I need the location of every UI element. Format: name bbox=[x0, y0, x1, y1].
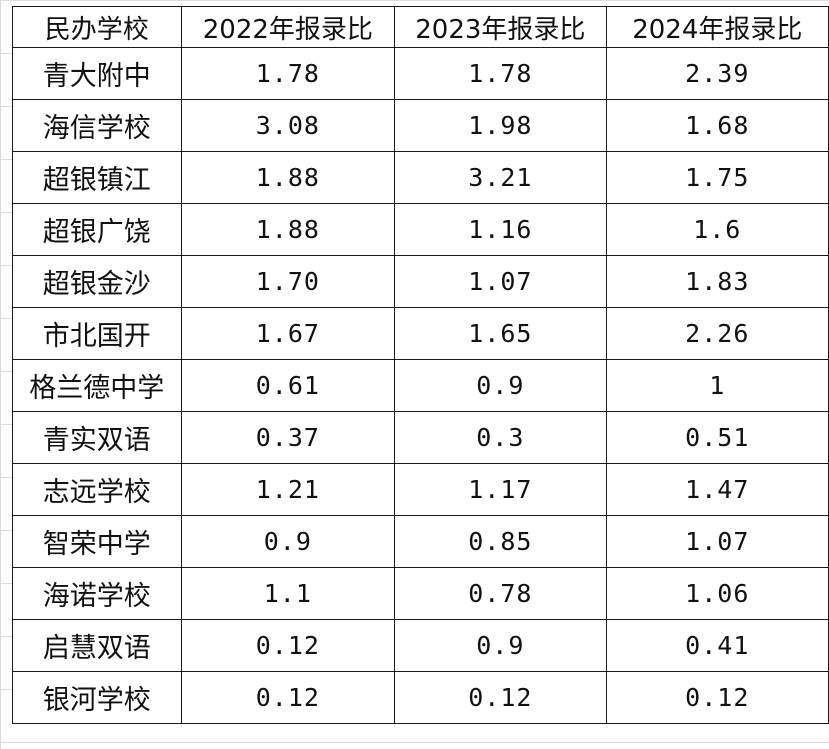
table-row: 超银金沙 1.70 1.07 1.83 bbox=[12, 255, 829, 308]
table-row: 海信学校 3.08 1.98 1.68 bbox=[12, 99, 829, 152]
admission-ratio-table: 民办学校 2022年报录比 2023年报录比 2024年报录比 青大附中 1.78… bbox=[12, 6, 829, 724]
header-row: 民办学校 2022年报录比 2023年报录比 2024年报录比 bbox=[12, 6, 829, 48]
ratio-2024-cell[interactable]: 1.68 bbox=[605, 99, 829, 152]
ratio-2022-cell[interactable]: 1.88 bbox=[180, 151, 396, 204]
table-row: 海诺学校 1.1 0.78 1.06 bbox=[12, 567, 829, 620]
table-header: 民办学校 2022年报录比 2023年报录比 2024年报录比 bbox=[12, 6, 829, 48]
ratio-2023-cell[interactable]: 1.17 bbox=[394, 463, 607, 516]
school-cell[interactable]: 银河学校 bbox=[12, 671, 182, 724]
ratio-2023-cell[interactable]: 0.3 bbox=[394, 411, 607, 464]
ratio-2024-cell[interactable]: 1.6 bbox=[605, 203, 829, 256]
ratio-2024-cell[interactable]: 0.41 bbox=[605, 619, 829, 672]
ratio-2024-cell[interactable]: 0.51 bbox=[605, 411, 829, 464]
table-body: 青大附中 1.78 1.78 2.39 海信学校 3.08 1.98 1.68 超银镇江 1.88… bbox=[12, 47, 829, 724]
school-cell[interactable]: 智荣中学 bbox=[12, 515, 182, 568]
ratio-2023-cell[interactable]: 1.07 bbox=[394, 255, 607, 308]
ratio-2024-cell[interactable]: 1.07 bbox=[605, 515, 829, 568]
ratio-2024-cell[interactable]: 1.75 bbox=[605, 151, 829, 204]
school-cell[interactable]: 启慧双语 bbox=[12, 619, 182, 672]
ratio-2024-cell[interactable]: 1 bbox=[605, 359, 829, 412]
ratio-2023-cell[interactable]: 1.65 bbox=[394, 307, 607, 360]
school-cell[interactable]: 超银镇江 bbox=[12, 151, 182, 204]
ratio-2022-cell[interactable]: 0.37 bbox=[180, 411, 396, 464]
table-row: 志远学校 1.21 1.17 1.47 bbox=[12, 463, 829, 516]
table-row: 超银广饶 1.88 1.16 1.6 bbox=[12, 203, 829, 256]
ratio-2023-cell[interactable]: 0.78 bbox=[394, 567, 607, 620]
school-cell[interactable]: 青实双语 bbox=[12, 411, 182, 464]
header-cell-2023[interactable]: 2023年报录比 bbox=[394, 6, 607, 48]
table-row: 格兰德中学 0.61 0.9 1 bbox=[12, 359, 829, 412]
table-row: 青实双语 0.37 0.3 0.51 bbox=[12, 411, 829, 464]
ratio-2023-cell[interactable]: 1.16 bbox=[394, 203, 607, 256]
table-row: 启慧双语 0.12 0.9 0.41 bbox=[12, 619, 829, 672]
ratio-2024-cell[interactable]: 1.06 bbox=[605, 567, 829, 620]
ratio-2023-cell[interactable]: 0.85 bbox=[394, 515, 607, 568]
ratio-2023-cell[interactable]: 0.9 bbox=[394, 619, 607, 672]
ratio-2022-cell[interactable]: 3.08 bbox=[180, 99, 396, 152]
school-cell[interactable]: 格兰德中学 bbox=[12, 359, 182, 412]
school-cell[interactable]: 超银广饶 bbox=[12, 203, 182, 256]
ratio-2024-cell[interactable]: 1.83 bbox=[605, 255, 829, 308]
header-cell-2022[interactable]: 2022年报录比 bbox=[180, 6, 396, 48]
table-row: 青大附中 1.78 1.78 2.39 bbox=[12, 47, 829, 100]
school-cell[interactable]: 海诺学校 bbox=[12, 567, 182, 620]
school-cell[interactable]: 青大附中 bbox=[12, 47, 182, 100]
header-cell-school[interactable]: 民办学校 bbox=[12, 6, 182, 48]
school-cell[interactable]: 志远学校 bbox=[12, 463, 182, 516]
school-cell[interactable]: 海信学校 bbox=[12, 99, 182, 152]
ratio-2023-cell[interactable]: 1.78 bbox=[394, 47, 607, 100]
ratio-2024-cell[interactable]: 2.39 bbox=[605, 47, 829, 100]
ratio-2022-cell[interactable]: 0.9 bbox=[180, 515, 396, 568]
ratio-2024-cell[interactable]: 1.47 bbox=[605, 463, 829, 516]
table-row: 市北国开 1.67 1.65 2.26 bbox=[12, 307, 829, 360]
table-row: 银河学校 0.12 0.12 0.12 bbox=[12, 671, 829, 724]
ratio-2022-cell[interactable]: 1.1 bbox=[180, 567, 396, 620]
ratio-2022-cell[interactable]: 1.70 bbox=[180, 255, 396, 308]
ratio-2023-cell[interactable]: 1.98 bbox=[394, 99, 607, 152]
ratio-2022-cell[interactable]: 0.12 bbox=[180, 671, 396, 724]
ratio-2022-cell[interactable]: 1.21 bbox=[180, 463, 396, 516]
ratio-2024-cell[interactable]: 0.12 bbox=[605, 671, 829, 724]
table-row: 超银镇江 1.88 3.21 1.75 bbox=[12, 151, 829, 204]
ratio-2022-cell[interactable]: 0.12 bbox=[180, 619, 396, 672]
table-row: 智荣中学 0.9 0.85 1.07 bbox=[12, 515, 829, 568]
ratio-2023-cell[interactable]: 0.12 bbox=[394, 671, 607, 724]
school-cell[interactable]: 市北国开 bbox=[12, 307, 182, 360]
header-cell-2024[interactable]: 2024年报录比 bbox=[605, 6, 829, 48]
school-cell[interactable]: 超银金沙 bbox=[12, 255, 182, 308]
ratio-2022-cell[interactable]: 1.88 bbox=[180, 203, 396, 256]
ratio-2024-cell[interactable]: 2.26 bbox=[605, 307, 829, 360]
ratio-2023-cell[interactable]: 0.9 bbox=[394, 359, 607, 412]
ratio-2023-cell[interactable]: 3.21 bbox=[394, 151, 607, 204]
ratio-2022-cell[interactable]: 0.61 bbox=[180, 359, 396, 412]
ratio-2022-cell[interactable]: 1.67 bbox=[180, 307, 396, 360]
ratio-2022-cell[interactable]: 1.78 bbox=[180, 47, 396, 100]
